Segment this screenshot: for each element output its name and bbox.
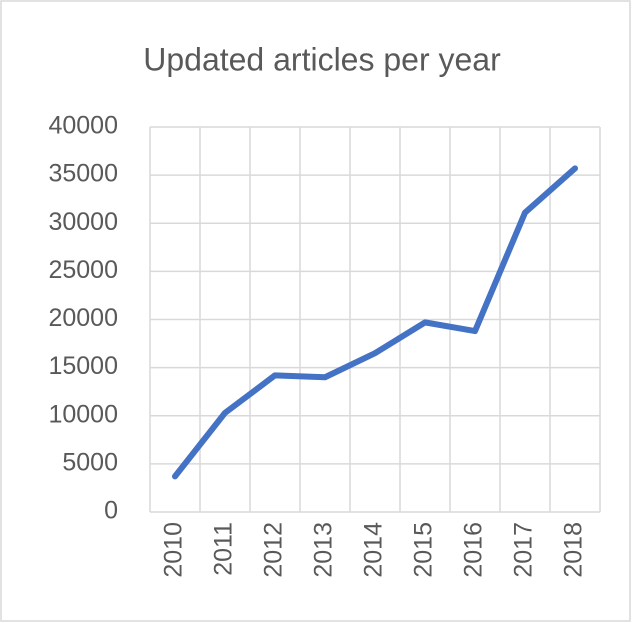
y-tick-label: 40000 (48, 112, 118, 140)
y-tick-label: 0 (104, 497, 118, 525)
y-tick-label: 25000 (48, 256, 118, 284)
x-tick-label: 2011 (210, 522, 238, 576)
y-tick-label: 30000 (48, 208, 118, 236)
x-tick-label: 2013 (310, 522, 338, 578)
y-tick-label: 20000 (48, 304, 118, 332)
y-tick-label: 35000 (48, 160, 118, 188)
y-tick-label: 5000 (62, 448, 118, 476)
y-tick-label: 15000 (48, 352, 118, 380)
x-tick-label: 2016 (460, 522, 488, 578)
x-tick-label: 2015 (410, 522, 438, 578)
y-tick-label: 10000 (48, 400, 118, 428)
x-tick-label: 2018 (560, 522, 588, 578)
x-tick-label: 2017 (510, 522, 538, 578)
data-line (172, 165, 578, 480)
x-tick-label: 2012 (260, 522, 288, 578)
chart-title: Updated articles per year (143, 41, 501, 77)
x-tick-label: 2014 (360, 522, 388, 578)
x-tick-label: 2010 (160, 522, 188, 578)
